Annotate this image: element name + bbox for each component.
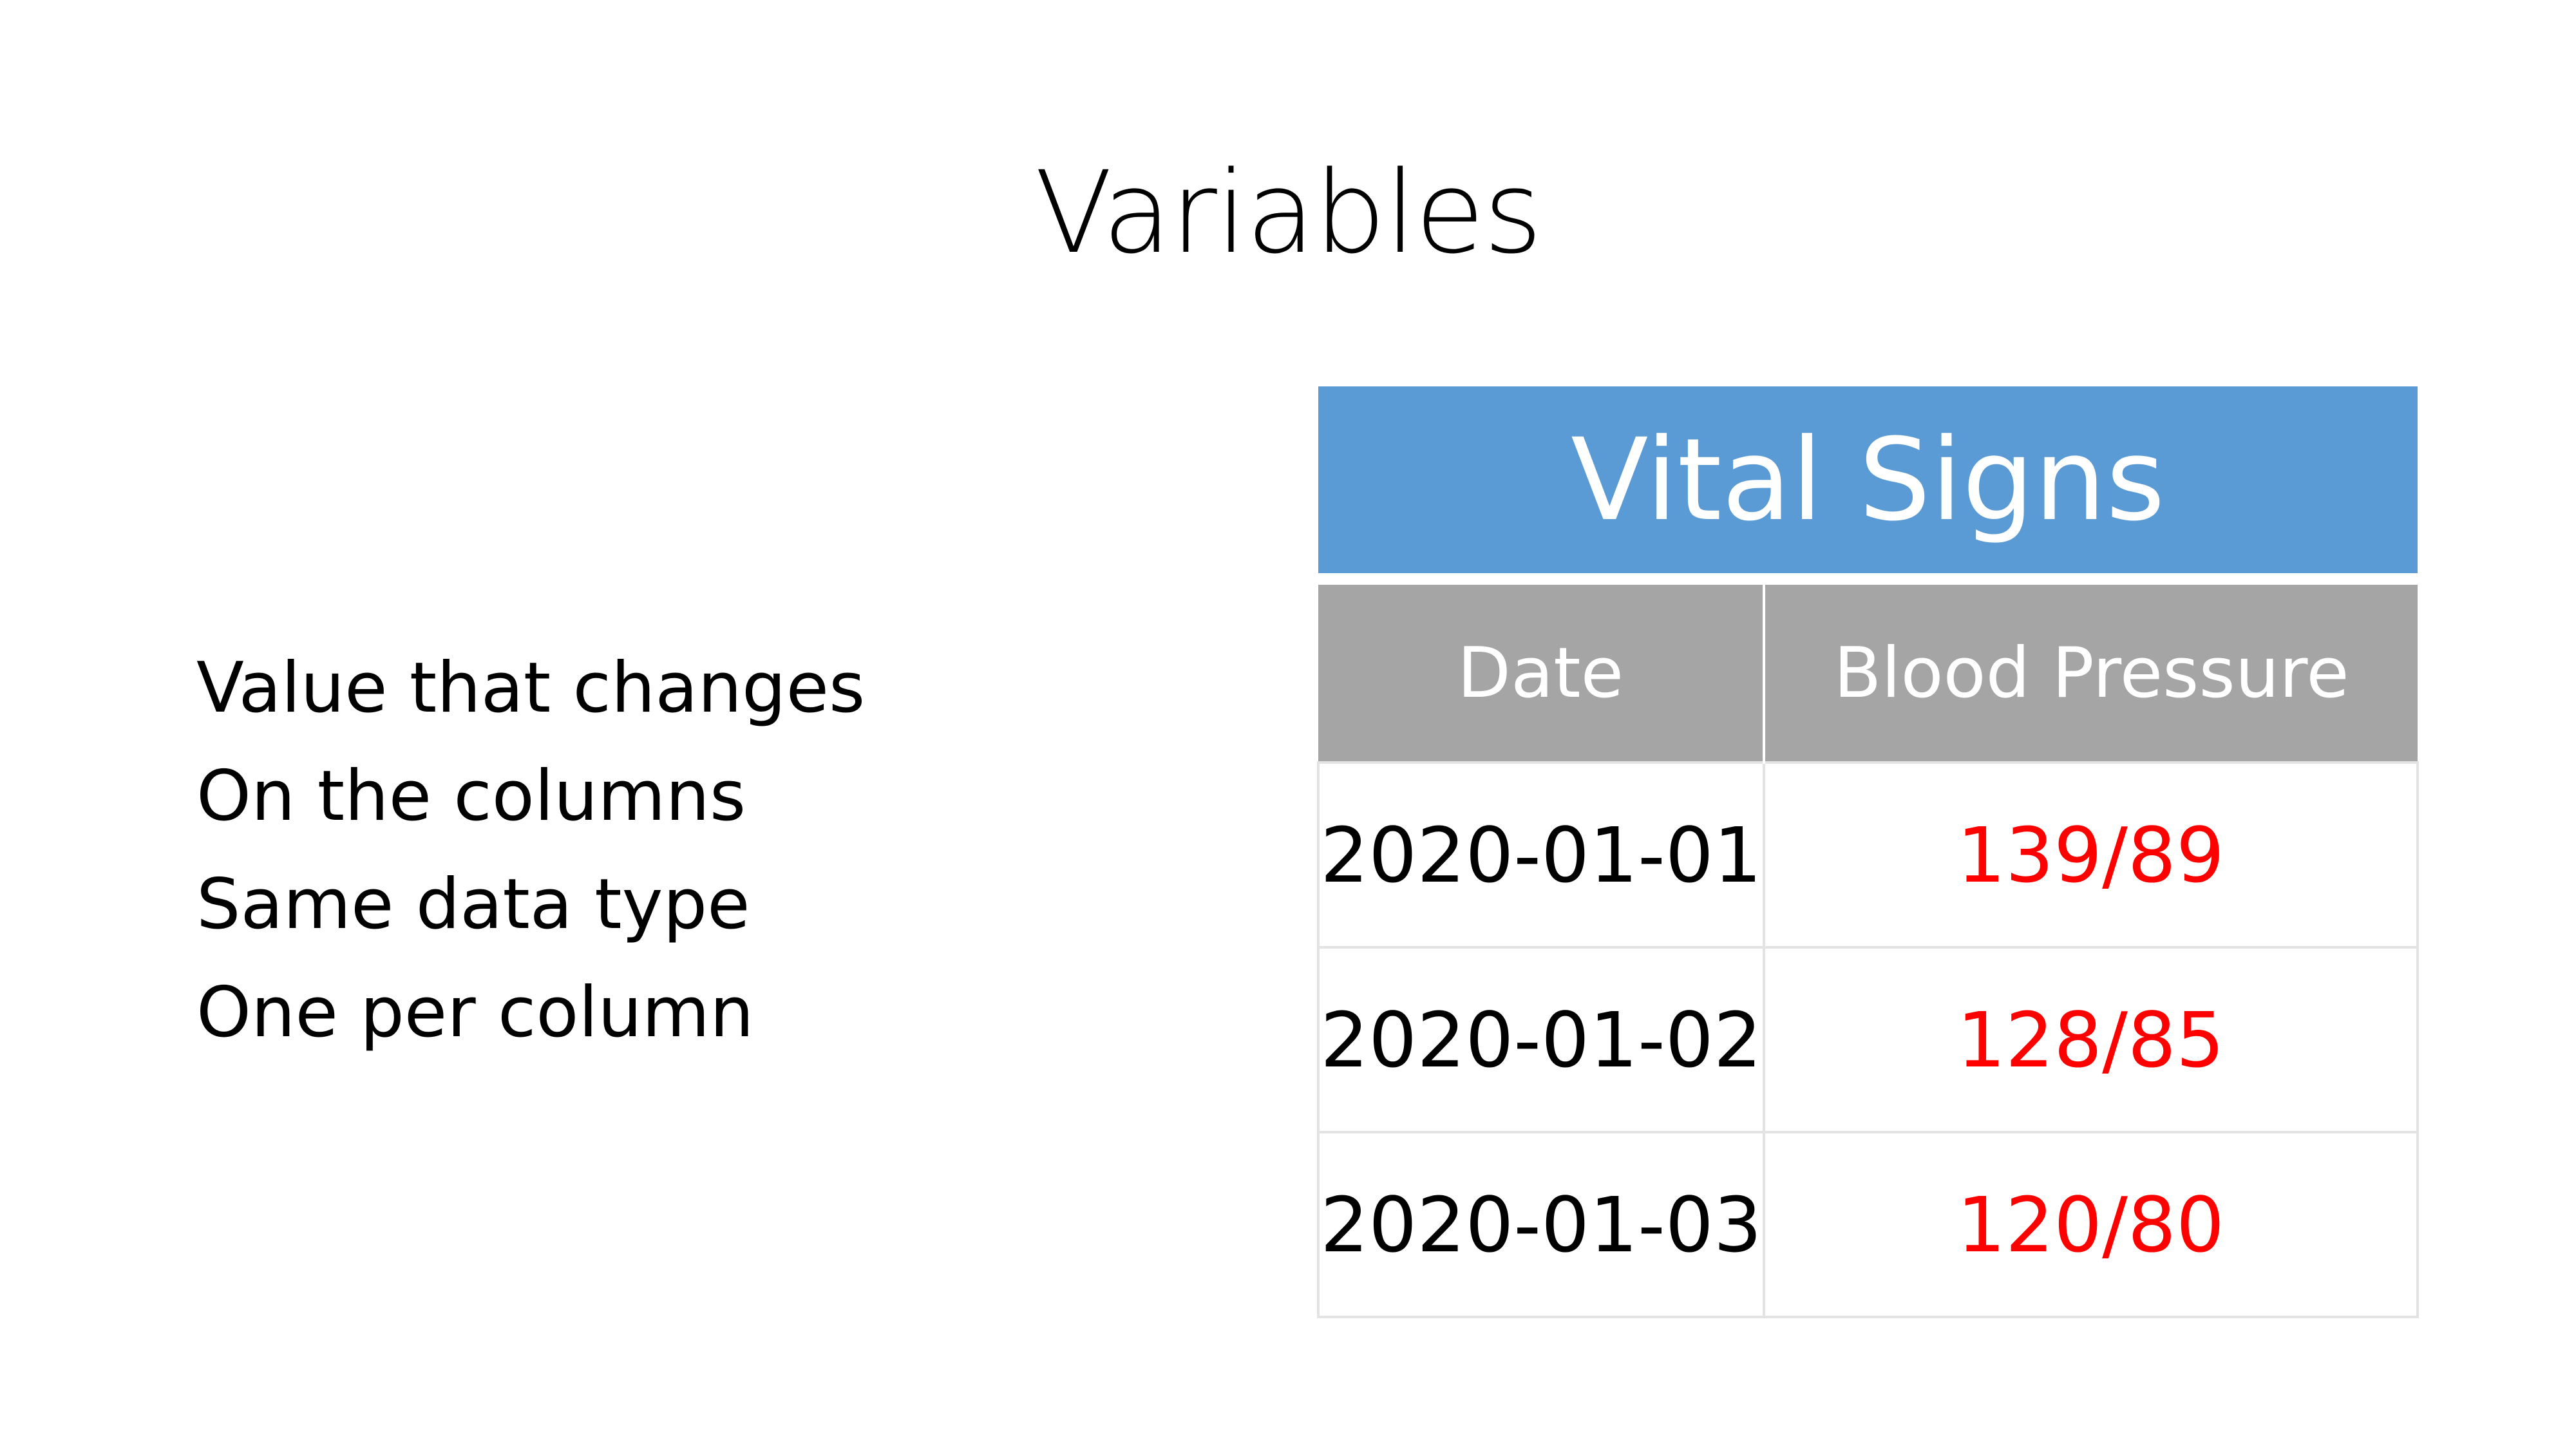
bullet-item: On the columns [196,756,746,837]
table-row: 2020-01-02 128/85 [1317,946,2419,1133]
blood-pressure-cell: 128/85 [1763,946,2419,1133]
blood-pressure-cell: 139/89 [1763,761,2419,949]
table-title-row: Vital Signs [1318,386,2418,585]
table-title: Vital Signs [1318,386,2418,585]
blood-pressure-cell: 120/80 [1763,1131,2419,1318]
table-row: 2020-01-01 139/89 [1317,761,2419,949]
bullet-item: Same data type [196,864,750,945]
bullet-list: Value that changes On the columns Same d… [196,634,865,1067]
vital-signs-table: Vital Signs Date Blood Pressure 2020-01-… [1317,386,2419,1318]
table-row: 2020-01-03 120/80 [1317,1131,2419,1318]
column-header-blood-pressure: Blood Pressure [1764,579,2418,762]
slide-title: Variables [1034,147,1542,279]
table-header-row: Date Blood Pressure [1318,579,2418,762]
date-cell: 2020-01-02 [1317,946,1765,1133]
date-cell: 2020-01-03 [1317,1131,1765,1318]
bullet-item: One per column [196,972,754,1053]
column-header-date: Date [1318,579,1765,762]
date-cell: 2020-01-01 [1317,761,1765,949]
bullet-item: Value that changes [196,648,866,728]
